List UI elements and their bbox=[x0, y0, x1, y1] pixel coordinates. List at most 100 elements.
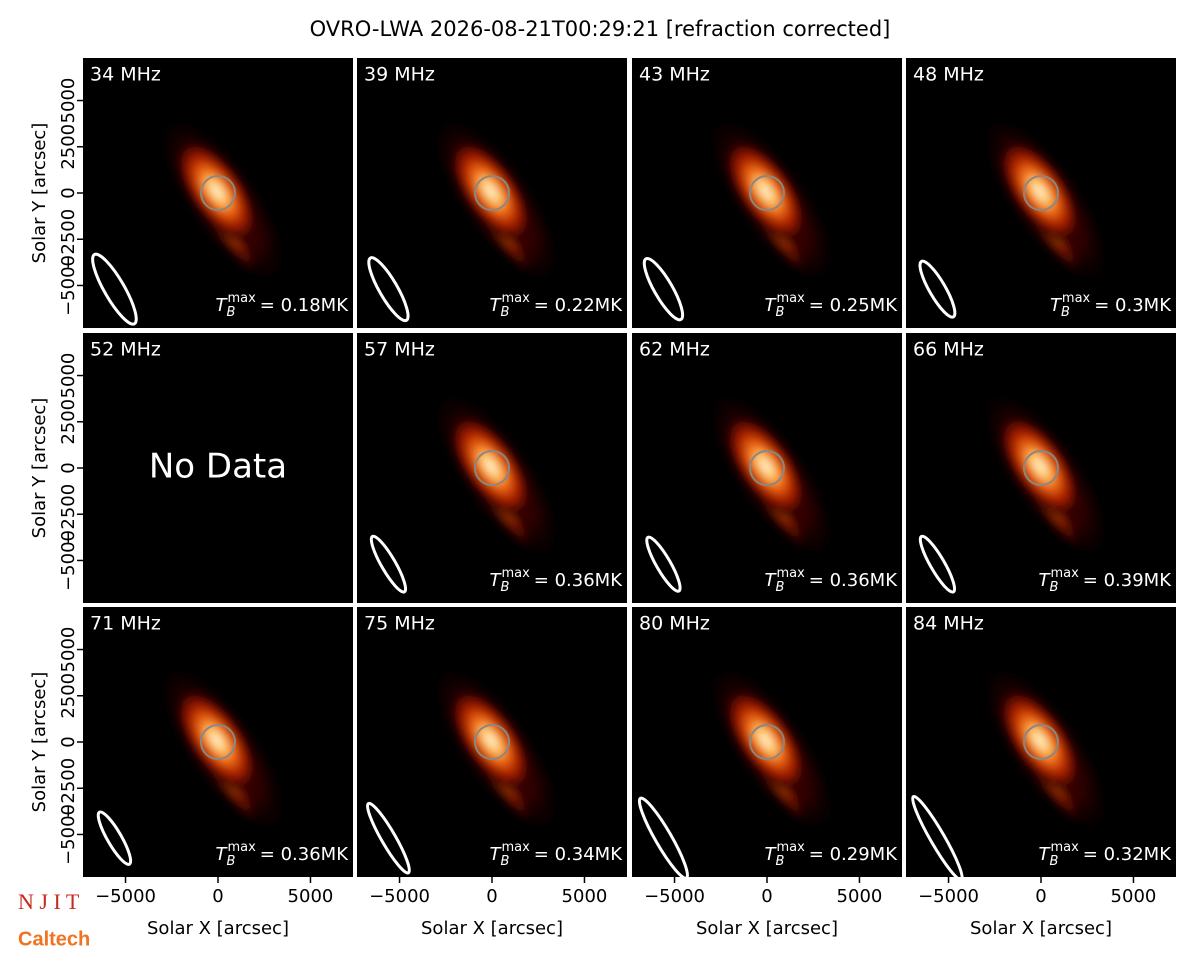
beam bbox=[645, 535, 682, 593]
y-tick-label: 0 bbox=[58, 462, 79, 473]
y-tick-label: −2500 bbox=[58, 209, 79, 270]
core bbox=[448, 413, 534, 520]
core bbox=[723, 413, 809, 520]
tb-sub: B bbox=[501, 580, 510, 595]
solar-disk bbox=[1023, 724, 1059, 760]
tb-sub: B bbox=[227, 854, 236, 869]
core bbox=[997, 413, 1083, 520]
tb-sup: max bbox=[227, 291, 256, 306]
panel-bg bbox=[83, 333, 353, 603]
x-tick-label: 0 bbox=[1035, 886, 1046, 907]
beam bbox=[366, 801, 411, 875]
emission bbox=[428, 659, 565, 838]
figure-title: OVRO-LWA 2026-08-21T00:29:21 [refraction… bbox=[310, 17, 891, 41]
panel: TBmax = 0.39MK bbox=[906, 333, 1176, 603]
tb-max: TBmax = 0.3MK bbox=[1050, 291, 1172, 320]
emission bbox=[154, 110, 291, 289]
tb-symbol: T bbox=[1039, 844, 1052, 865]
beam bbox=[642, 257, 685, 322]
tb-sub: B bbox=[1050, 854, 1059, 869]
tb-sup: max bbox=[227, 840, 256, 855]
tb-value: = 0.25MK bbox=[809, 295, 898, 316]
panel-title: 84 MHz bbox=[913, 613, 984, 635]
tb-value: = 0.29MK bbox=[809, 844, 898, 865]
tb-max: TBmax = 0.34MK bbox=[490, 840, 624, 869]
solar-disk bbox=[474, 724, 510, 760]
tb-sub: B bbox=[776, 305, 785, 320]
panel: TBmax = 0.3MK bbox=[906, 58, 1176, 328]
tb-symbol: T bbox=[765, 844, 778, 865]
tb-symbol: T bbox=[216, 844, 229, 865]
panel-title: 52 MHz bbox=[90, 339, 161, 361]
tb-max: TBmax = 0.36MK bbox=[490, 566, 624, 595]
panel: TBmax = 0.36MK bbox=[632, 333, 902, 603]
tb-symbol: T bbox=[1039, 570, 1052, 591]
solar-disk bbox=[749, 175, 785, 211]
x-tick-label: 0 bbox=[486, 886, 497, 907]
panel: TBmax = 0.18MK bbox=[83, 58, 353, 328]
x-axis-label: Solar X [arcsec] bbox=[421, 918, 563, 939]
x-tick-label: −5000 bbox=[95, 886, 156, 907]
no-data: No Data bbox=[149, 447, 287, 487]
tb-sup: max bbox=[776, 566, 805, 581]
beam bbox=[637, 796, 689, 877]
tb-sub: B bbox=[1061, 305, 1070, 320]
y-tick-label: 5000 bbox=[58, 353, 79, 399]
core bbox=[997, 687, 1083, 794]
beam bbox=[918, 259, 957, 319]
panel: TBmax = 0.29MK bbox=[632, 607, 902, 877]
x-tick-label: −5000 bbox=[918, 886, 979, 907]
tb-sub: B bbox=[1050, 580, 1059, 595]
solar-disk bbox=[474, 450, 510, 486]
solar-disk bbox=[200, 175, 236, 211]
core bbox=[448, 138, 534, 245]
emission bbox=[977, 110, 1114, 289]
tb-sup: max bbox=[501, 840, 530, 855]
core bbox=[174, 138, 260, 245]
core bbox=[174, 687, 260, 794]
tb-max: TBmax = 0.22MK bbox=[490, 291, 624, 320]
panel-title: 48 MHz bbox=[913, 64, 984, 86]
tb-sup: max bbox=[501, 566, 530, 581]
tb-sup: max bbox=[776, 840, 805, 855]
y-tick-label: −5000 bbox=[58, 804, 79, 865]
tb-sup: max bbox=[776, 291, 805, 306]
x-tick-label: 5000 bbox=[288, 886, 334, 907]
tb-sub: B bbox=[776, 580, 785, 595]
tb-sub: B bbox=[501, 854, 510, 869]
tb-symbol: T bbox=[765, 570, 778, 591]
panel-title: 39 MHz bbox=[364, 64, 435, 86]
tb-max: TBmax = 0.29MK bbox=[765, 840, 899, 869]
x-axis-label: Solar X [arcsec] bbox=[696, 918, 838, 939]
panel: TBmax = 0.36MK bbox=[83, 607, 353, 877]
panel: TBmax = 0.32MK bbox=[906, 607, 1176, 877]
solar-disk bbox=[749, 724, 785, 760]
x-tick-label: 0 bbox=[212, 886, 223, 907]
tb-sup: max bbox=[501, 291, 530, 306]
tb-sub: B bbox=[227, 305, 236, 320]
y-tick-label: 2500 bbox=[58, 673, 79, 719]
solar-disk bbox=[749, 450, 785, 486]
tb-symbol: T bbox=[490, 295, 503, 316]
y-tick-label: −2500 bbox=[58, 484, 79, 545]
panel: TBmax = 0.25MK bbox=[632, 58, 902, 328]
beam bbox=[96, 810, 133, 866]
tb-value: = 0.39MK bbox=[1083, 570, 1172, 591]
tb-value: = 0.36MK bbox=[260, 844, 349, 865]
y-axis-label: Solar Y [arcsec] bbox=[29, 398, 50, 539]
y-axis-label: Solar Y [arcsec] bbox=[29, 672, 50, 813]
solar-disk bbox=[474, 175, 510, 211]
tb-value: = 0.3MK bbox=[1094, 295, 1172, 316]
tb-value: = 0.18MK bbox=[260, 295, 349, 316]
tb-value: = 0.36MK bbox=[534, 570, 623, 591]
panel-title: 66 MHz bbox=[913, 339, 984, 361]
x-tick-label: −5000 bbox=[644, 886, 705, 907]
beam bbox=[911, 794, 964, 877]
beam bbox=[369, 534, 408, 594]
core bbox=[723, 138, 809, 245]
tb-sup: max bbox=[1062, 291, 1091, 306]
solar-disk bbox=[1023, 175, 1059, 211]
panel: No Data bbox=[83, 333, 353, 603]
x-axis-label: Solar X [arcsec] bbox=[970, 918, 1112, 939]
emission bbox=[977, 385, 1114, 564]
